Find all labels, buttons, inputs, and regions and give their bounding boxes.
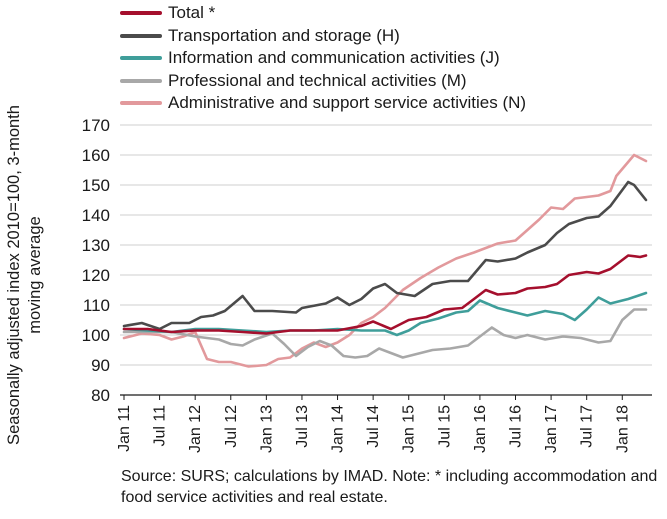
axes: 80 90 100 110 120 130 140 150 160 170 Jan 11 Jul 11…: [82, 116, 652, 453]
x-tick-label: Jul 15: [436, 405, 453, 448]
x-tick-label: Jul 13: [294, 405, 311, 448]
y-tick-label: 170: [82, 116, 110, 135]
y-tick-label: 120: [82, 266, 110, 285]
legend-swatch-total: [120, 11, 162, 16]
series-line-0: [122, 254, 648, 335]
x-tick-label: Jul 17: [579, 405, 596, 448]
legend-swatch-transportation: [120, 33, 162, 38]
x-tick-label: Jul 14: [365, 405, 382, 448]
y-tick-label: 130: [82, 236, 110, 255]
x-tick-label: Jan 16: [472, 405, 489, 453]
series-line-1: [122, 180, 648, 331]
x-tick-label: Jan 13: [258, 405, 275, 453]
legend-swatch-professional: [120, 78, 162, 83]
y-tick-label: 100: [82, 326, 110, 345]
series-line-2: [122, 291, 648, 337]
y-tick-label: 140: [82, 206, 110, 225]
legend-label: Professional and technical activities (M…: [168, 70, 467, 90]
legend-label: Transportation and storage (H): [168, 25, 400, 45]
legend-item-professional: Professional and technical activities (M…: [120, 70, 526, 93]
legend-label: Total *: [168, 3, 216, 23]
x-tick-label: Jul 12: [223, 405, 240, 448]
legend-label: Administrative and support service activ…: [168, 93, 527, 113]
x-tick-label: Jan 17: [543, 405, 560, 453]
y-tick-label: 150: [82, 176, 110, 195]
legend-item-transportation: Transportation and storage (H): [120, 25, 526, 48]
y-tick-label: 90: [91, 356, 110, 375]
legend-item-administrative: Administrative and support service activ…: [120, 92, 526, 115]
x-tick-label: Jan 18: [614, 405, 631, 453]
legend-swatch-information: [120, 56, 162, 61]
gridlines: [120, 124, 652, 366]
source-note: Source: SURS; calculations by IMAD. Note…: [121, 468, 658, 506]
legend: Total * Transportation and storage (H) I…: [120, 2, 526, 115]
x-tick-label: Jan 14: [330, 405, 347, 453]
x-tick-label: Jan 12: [187, 405, 204, 453]
series-line-4: [122, 153, 648, 368]
legend-item-information: Information and communication activities…: [120, 47, 526, 70]
legend-item-total: Total *: [120, 2, 526, 25]
y-tick-label: 80: [91, 386, 110, 405]
x-tick-label: Jul 11: [152, 405, 169, 447]
legend-swatch-administrative: [120, 101, 162, 106]
x-tick-label: Jan 15: [401, 405, 418, 453]
series-lines: [122, 153, 648, 368]
legend-label: Information and communication activities…: [168, 48, 500, 68]
x-tick-label: Jul 16: [508, 405, 525, 448]
series-line-3: [122, 308, 648, 359]
y-tick-label: 110: [83, 296, 110, 315]
x-tick-label: Jan 11: [116, 405, 133, 452]
y-tick-label: 160: [82, 146, 110, 165]
